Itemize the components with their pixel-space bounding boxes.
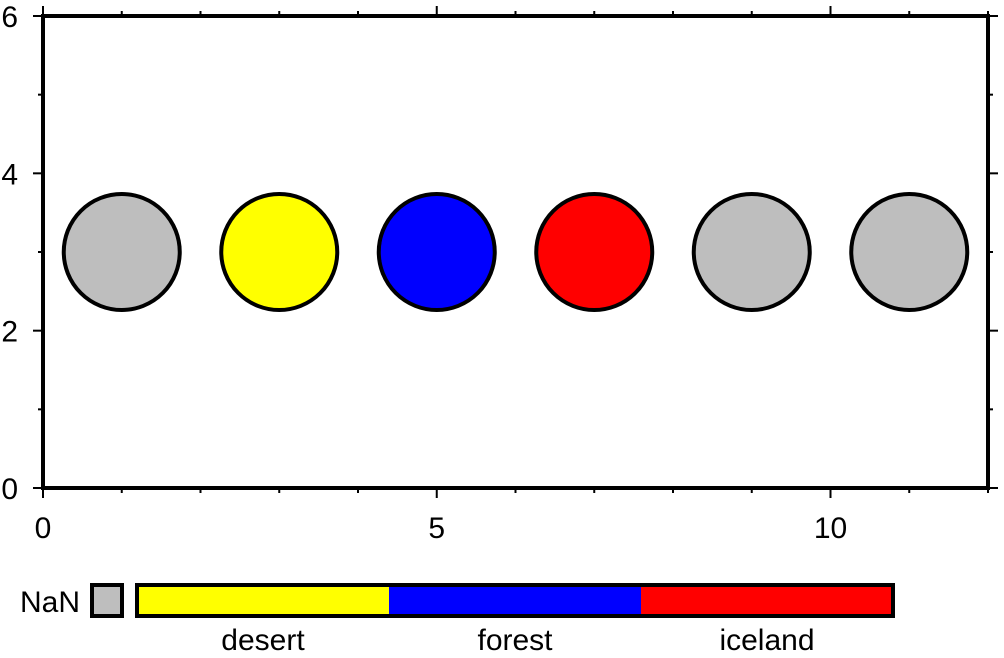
data-point bbox=[219, 192, 340, 312]
data-points bbox=[61, 192, 970, 312]
x-tick-label: 10 bbox=[814, 512, 847, 545]
colorbar-segment bbox=[137, 585, 389, 616]
colorbar-segment bbox=[389, 585, 641, 616]
colorbar-label: forest bbox=[477, 624, 553, 653]
axis-ticks bbox=[33, 6, 998, 498]
axis-tick-labels: 0 5 10 0 2 4 6 bbox=[1, 1, 847, 545]
x-tick-label: 0 bbox=[35, 512, 52, 545]
colorbar-label: desert bbox=[221, 624, 305, 653]
data-point bbox=[61, 192, 182, 312]
y-tick-label: 2 bbox=[1, 316, 18, 349]
data-point bbox=[534, 192, 655, 312]
data-point bbox=[376, 192, 497, 312]
x-tick-label: 5 bbox=[428, 512, 445, 545]
colorbar-segment bbox=[641, 585, 893, 616]
y-tick-label: 0 bbox=[1, 473, 18, 506]
data-point bbox=[691, 192, 812, 312]
colorbar: NaN desert forest iceland bbox=[20, 583, 895, 657]
colorbar-label: iceland bbox=[719, 624, 814, 653]
nan-label: NaN bbox=[20, 586, 80, 619]
plot-frame bbox=[41, 14, 990, 490]
data-point bbox=[849, 192, 970, 312]
nan-swatch bbox=[90, 583, 124, 618]
y-tick-label: 6 bbox=[1, 1, 18, 34]
colorbar-frame bbox=[135, 583, 895, 618]
y-tick-label: 4 bbox=[1, 158, 18, 191]
